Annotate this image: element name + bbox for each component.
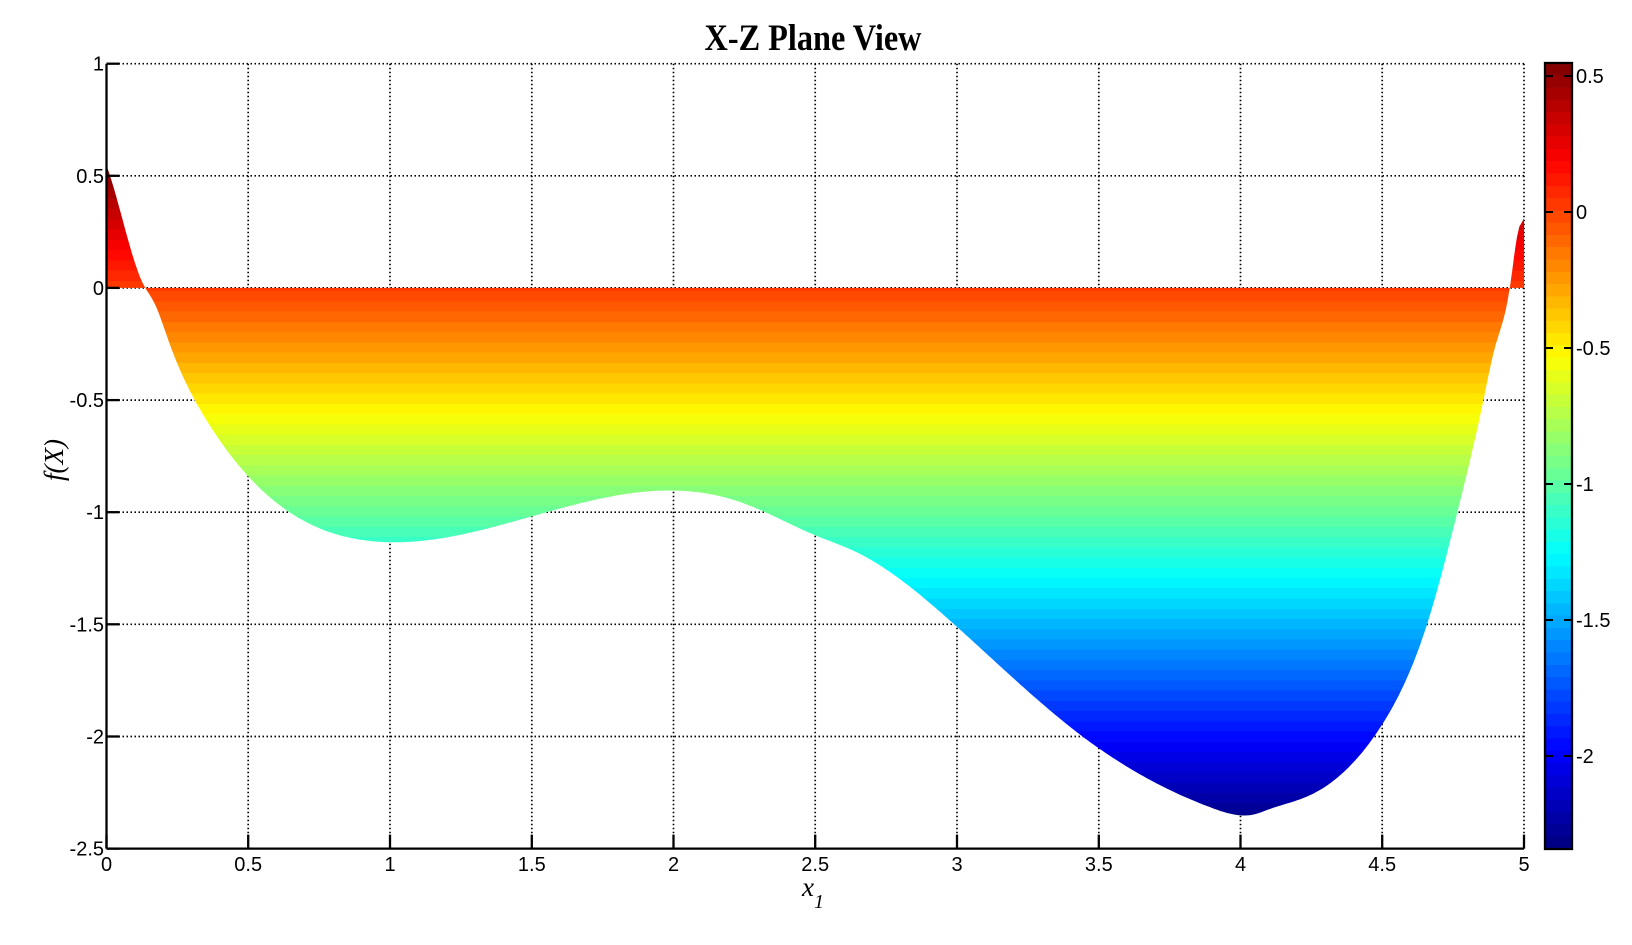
svg-text:-2: -2 [1576, 746, 1594, 768]
svg-text:-1: -1 [1576, 474, 1594, 496]
svg-text:0: 0 [101, 854, 112, 876]
svg-text:0.5: 0.5 [76, 166, 104, 188]
svg-text:-0.5: -0.5 [1576, 338, 1610, 360]
svg-text:-0.5: -0.5 [70, 390, 104, 412]
svg-text:X-Z Plane View: X-Z Plane View [705, 18, 922, 59]
svg-text:2: 2 [668, 854, 679, 876]
svg-text:0.5: 0.5 [1576, 66, 1604, 88]
svg-text:5: 5 [1518, 854, 1529, 876]
svg-text:-1: -1 [86, 502, 104, 524]
svg-text:4: 4 [1235, 854, 1246, 876]
svg-text:3.5: 3.5 [1085, 854, 1113, 876]
svg-text:0.5: 0.5 [234, 854, 262, 876]
svg-text:1: 1 [384, 854, 395, 876]
svg-text:-2: -2 [86, 727, 104, 749]
svg-text:1.5: 1.5 [518, 854, 546, 876]
svg-text:-2.5: -2.5 [70, 839, 104, 861]
svg-text:0: 0 [1576, 202, 1587, 224]
svg-text:x: x [801, 872, 814, 902]
svg-text:1: 1 [93, 54, 104, 76]
svg-text:-1.5: -1.5 [70, 614, 104, 636]
svg-text:2.5: 2.5 [801, 854, 829, 876]
svg-text:3: 3 [951, 854, 962, 876]
svg-text:0: 0 [93, 278, 104, 300]
svg-text:f(X): f(X) [39, 439, 69, 481]
svg-text:-1.5: -1.5 [1576, 610, 1610, 632]
svg-text:1: 1 [814, 891, 824, 913]
svg-text:4.5: 4.5 [1368, 854, 1396, 876]
